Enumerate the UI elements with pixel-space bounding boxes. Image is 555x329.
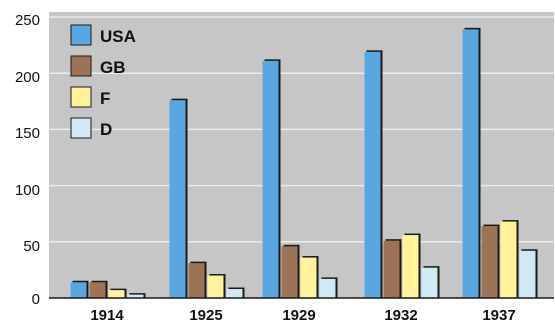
bar-gb-1937: [481, 226, 498, 298]
x-category-label: 1914: [90, 307, 124, 324]
x-category-label: 1937: [482, 307, 515, 324]
legend-label-gb: GB: [100, 58, 126, 77]
x-category-label: 1925: [189, 307, 222, 324]
legend-swatch-d: [70, 117, 92, 139]
bar-usa-1932: [364, 51, 381, 299]
y-tick-label: 50: [23, 238, 40, 255]
x-category-label: 1932: [384, 307, 417, 324]
bar-usa-1914: [70, 282, 87, 298]
bar-group-1932: [364, 50, 440, 299]
bar-d-1925: [226, 289, 243, 298]
legend: USA GB F D: [70, 24, 136, 139]
bar-group-1925: [169, 98, 245, 299]
bar-gb-1932: [383, 240, 400, 298]
legend-label-f: F: [100, 89, 110, 108]
y-axis: 0 50 100 150 200 250: [15, 12, 40, 308]
bar-f-1914: [108, 290, 125, 298]
y-tick-label: 0: [32, 291, 40, 308]
bar-group-1937: [462, 27, 538, 298]
legend-swatch-gb: [70, 55, 92, 77]
bar-usa-1929: [262, 60, 279, 298]
y-tick-label: 150: [15, 125, 40, 142]
y-tick-label: 200: [15, 69, 40, 86]
bar-f-1937: [500, 221, 517, 298]
bar-d-1932: [421, 267, 438, 298]
bar-gb-1929: [281, 246, 298, 298]
bar-group-1914: [70, 280, 146, 298]
legend-swatch-f: [70, 86, 92, 108]
bar-usa-1925: [169, 100, 186, 299]
bar-group-1929: [262, 59, 338, 298]
bar-gb-1925: [188, 263, 205, 298]
y-tick-label: 250: [15, 12, 40, 29]
x-axis: 1914 1925 1929 1932 1937: [90, 307, 515, 324]
bar-f-1932: [402, 235, 419, 298]
legend-swatch-usa: [70, 24, 92, 46]
bars: [70, 27, 538, 299]
bar-gb-1914: [89, 282, 106, 298]
bar-f-1925: [207, 275, 224, 298]
bar-d-1929: [319, 278, 336, 298]
bar-f-1929: [300, 257, 317, 298]
y-tick-label: 100: [15, 182, 40, 199]
legend-label-d: D: [100, 120, 112, 139]
x-category-label: 1929: [282, 307, 315, 324]
bar-d-1914: [127, 294, 144, 298]
bar-d-1937: [519, 250, 536, 298]
bar-usa-1937: [462, 29, 479, 298]
legend-label-usa: USA: [100, 27, 136, 46]
